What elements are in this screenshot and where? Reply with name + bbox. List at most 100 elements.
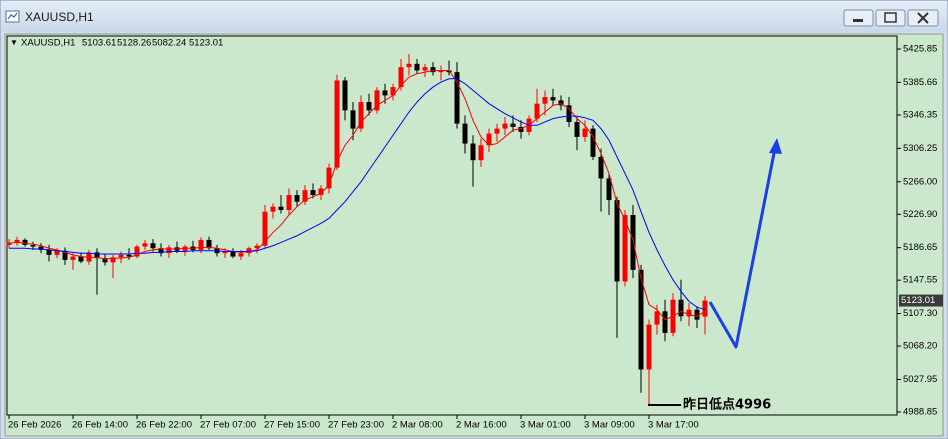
candle-body <box>222 251 228 254</box>
window-icon <box>5 10 20 23</box>
candle-body <box>78 256 84 262</box>
y-tick-label: 5346.35 <box>903 110 937 121</box>
candle-body <box>270 206 276 212</box>
header-open: 5103.61 <box>82 38 116 49</box>
candle-body <box>518 126 524 132</box>
candle-body <box>422 67 428 71</box>
y-tick-label: 5147.55 <box>903 275 937 286</box>
candle-body <box>262 211 268 246</box>
candle-body <box>350 110 356 129</box>
candle-body <box>678 299 684 317</box>
candle-body <box>638 269 644 370</box>
candle-body <box>622 214 628 282</box>
candle-body <box>606 178 612 201</box>
candle-body <box>246 248 252 254</box>
candle-body <box>470 143 476 161</box>
x-tick-label: 3 Mar 17:00 <box>648 420 699 431</box>
candle-body <box>54 250 60 255</box>
plot-frame <box>6 35 898 416</box>
candle-body <box>694 309 700 320</box>
x-tick-label: 3 Mar 01:00 <box>520 420 571 431</box>
candle-body <box>238 253 244 257</box>
candle-body <box>486 133 492 146</box>
candle-body <box>46 249 52 255</box>
candle-body <box>566 105 572 122</box>
y-tick-label: 5385.66 <box>903 77 937 88</box>
x-tick-label: 2 Mar 16:00 <box>456 420 507 431</box>
candle-body <box>198 239 204 250</box>
candle-body <box>70 256 76 260</box>
candle-body <box>406 63 412 68</box>
candle-body <box>702 300 708 317</box>
candle-body <box>550 97 556 101</box>
window-title: XAUUSD,H1 <box>25 10 94 24</box>
candle-body <box>686 309 692 317</box>
candle-body <box>134 246 140 257</box>
candle-body <box>438 70 444 73</box>
x-tick-label: 26 Feb 2026 <box>8 420 61 431</box>
candle-body <box>14 239 20 243</box>
candle-body <box>286 195 292 211</box>
candle-body <box>558 100 564 106</box>
candle-body <box>510 123 516 127</box>
candle-body <box>318 188 324 196</box>
close-button[interactable] <box>907 9 939 27</box>
title-bar <box>1 1 947 32</box>
candle-body <box>614 200 620 282</box>
candle-body <box>294 195 300 202</box>
candle-body <box>206 239 212 249</box>
candle-body <box>62 250 68 260</box>
y-tick-label: 4988.85 <box>903 406 937 417</box>
candle-body <box>398 67 404 88</box>
candle-body <box>574 121 580 137</box>
restore-button[interactable] <box>875 9 906 27</box>
moving-average <box>9 78 706 311</box>
candle-body <box>462 123 468 144</box>
candle-body <box>326 167 332 189</box>
minimize-button[interactable] <box>843 9 874 27</box>
candle-body <box>102 258 108 263</box>
candle-body <box>630 214 636 270</box>
candle-body <box>110 257 116 263</box>
candle-body <box>662 311 668 333</box>
candle-body <box>646 324 652 370</box>
candle-body <box>126 254 132 257</box>
candle-body <box>254 245 260 249</box>
y-tick-label: 5425.85 <box>903 44 937 55</box>
candle-body <box>38 246 44 250</box>
candle-body <box>382 90 388 96</box>
collapse-marker: ▼ <box>10 38 18 47</box>
candle-body <box>94 252 100 259</box>
x-tick-label: 26 Feb 22:00 <box>136 420 192 431</box>
y-tick-label: 5027.95 <box>903 374 937 385</box>
symbol-label: XAUUSD,H1 <box>21 38 75 49</box>
header-close: 5123.01 <box>189 38 223 49</box>
moving-average <box>8 69 706 321</box>
candle-body <box>494 128 500 134</box>
x-tick-label: 27 Feb 07:00 <box>200 420 256 431</box>
candle-body <box>374 90 380 111</box>
x-tick-label: 2 Mar 08:00 <box>392 420 443 431</box>
y-tick-label: 5266.00 <box>903 176 937 187</box>
candle-body <box>502 123 508 129</box>
candle-body <box>478 145 484 161</box>
header-low: 5082.24 <box>152 38 186 49</box>
candle-body <box>142 243 148 247</box>
candle-body <box>118 254 124 258</box>
candle-body <box>358 102 364 129</box>
y-tick-label: 5068.20 <box>903 341 937 352</box>
candle-body <box>430 67 436 73</box>
candle-body <box>366 102 372 111</box>
plot: 5425.85 5385.66 5346.35 5306.25 5266.00 5226.… <box>6 44 943 431</box>
x-tick-label: 3 Mar 09:00 <box>584 420 635 431</box>
candle-body <box>590 128 596 157</box>
y-tick-label: 5186.65 <box>903 242 937 253</box>
candle-body <box>598 156 604 179</box>
candle-body <box>6 242 12 245</box>
candle-body <box>302 190 308 202</box>
forecast-arrow <box>708 138 782 349</box>
candle-body <box>230 251 236 257</box>
candle-body <box>150 243 156 249</box>
candle-body <box>582 128 588 137</box>
